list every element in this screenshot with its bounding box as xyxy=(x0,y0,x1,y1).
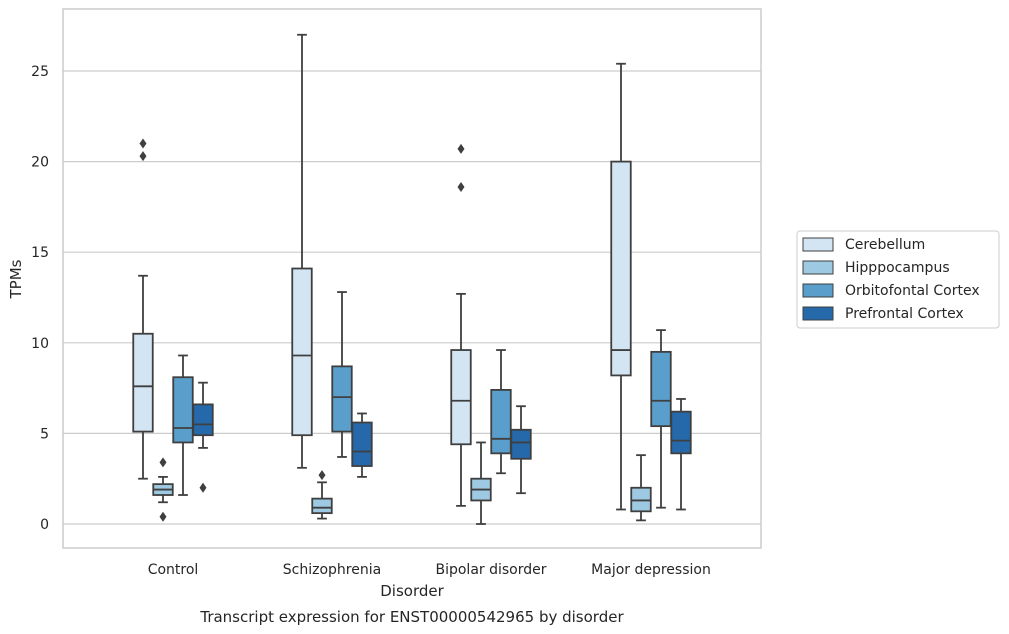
box-body xyxy=(490,389,512,455)
box-body xyxy=(331,365,353,433)
legend-swatch xyxy=(802,260,834,275)
box-orbitofontal-cortex-2 xyxy=(490,349,512,475)
x-tick-label: Schizophrenia xyxy=(283,562,381,578)
legend-swatch xyxy=(802,306,834,321)
box-cerebellum-1 xyxy=(291,33,313,469)
legend-frame xyxy=(796,230,1000,329)
box-body xyxy=(650,350,672,428)
x-tick-label: Bipolar disorder xyxy=(435,562,546,578)
box-body xyxy=(192,403,214,437)
legend-label: Cerebellum xyxy=(845,237,925,253)
outlier-point xyxy=(199,482,207,493)
plot-area xyxy=(62,8,762,549)
x-tick-labels: Control Schizophrenia Bipolar disorder Majo… xyxy=(148,562,711,578)
box-body xyxy=(172,376,194,444)
legend-label: Hipppocampus xyxy=(845,260,950,276)
box-hipppocampus-1 xyxy=(311,470,333,520)
legend-items: Cerebellum Hipppocampus Orbitofontal Corte… xyxy=(802,237,980,322)
box-body xyxy=(670,410,692,455)
box-cerebellum-3 xyxy=(610,62,632,511)
outlier-point xyxy=(139,138,147,149)
x-tick-label: Control xyxy=(148,562,199,578)
box-body xyxy=(351,421,373,467)
box-prefrontal-cortex-0 xyxy=(192,381,214,493)
box-cerebellum-0 xyxy=(132,138,154,480)
box-hipppocampus-2 xyxy=(470,441,492,525)
y-tick-label: 5 xyxy=(40,426,49,442)
box-orbitofontal-cortex-0 xyxy=(172,354,194,496)
box-body xyxy=(610,160,632,377)
box-prefrontal-cortex-2 xyxy=(510,405,532,495)
legend-swatch xyxy=(802,283,834,298)
y-tick-label: 20 xyxy=(31,155,49,171)
outlier-point xyxy=(159,457,167,468)
box-body xyxy=(132,332,154,433)
box-body xyxy=(291,267,313,437)
box-prefrontal-cortex-3 xyxy=(670,398,692,511)
y-tick-label: 25 xyxy=(31,64,49,80)
legend-swatch xyxy=(802,237,834,252)
outlier-point xyxy=(457,143,465,154)
y-tick-label: 0 xyxy=(40,517,49,533)
outlier-point xyxy=(457,181,465,192)
legend: Cerebellum Hipppocampus Orbitofontal Corte… xyxy=(796,230,1000,329)
outlier-point xyxy=(159,511,167,522)
outlier-point xyxy=(318,470,326,481)
box-body xyxy=(630,486,652,513)
y-tick-label: 10 xyxy=(31,336,49,352)
outlier-point xyxy=(139,151,147,162)
y-axis-title: TPMs xyxy=(7,259,25,299)
x-axis-title: Disorder xyxy=(380,582,444,600)
box-cerebellum-2 xyxy=(450,143,472,507)
box-body xyxy=(510,428,532,460)
legend-label: Orbitofontal Cortex xyxy=(845,283,980,299)
box-body xyxy=(311,497,333,515)
legend-label: Prefrontal Cortex xyxy=(845,306,964,322)
x-tick-label: Major depression xyxy=(591,562,711,578)
box-hipppocampus-0 xyxy=(152,457,174,522)
y-tick-labels: 0 5 10 15 20 25 xyxy=(31,64,49,533)
box-hipppocampus-3 xyxy=(630,454,652,522)
box-body xyxy=(450,349,472,446)
box-groups xyxy=(132,33,692,525)
box-orbitofontal-cortex-3 xyxy=(650,329,672,509)
box-prefrontal-cortex-1 xyxy=(351,412,373,478)
box-orbitofontal-cortex-1 xyxy=(331,291,353,458)
y-tick-label: 15 xyxy=(31,245,49,261)
chart-caption: Transcript expression for ENST0000054296… xyxy=(199,608,624,626)
